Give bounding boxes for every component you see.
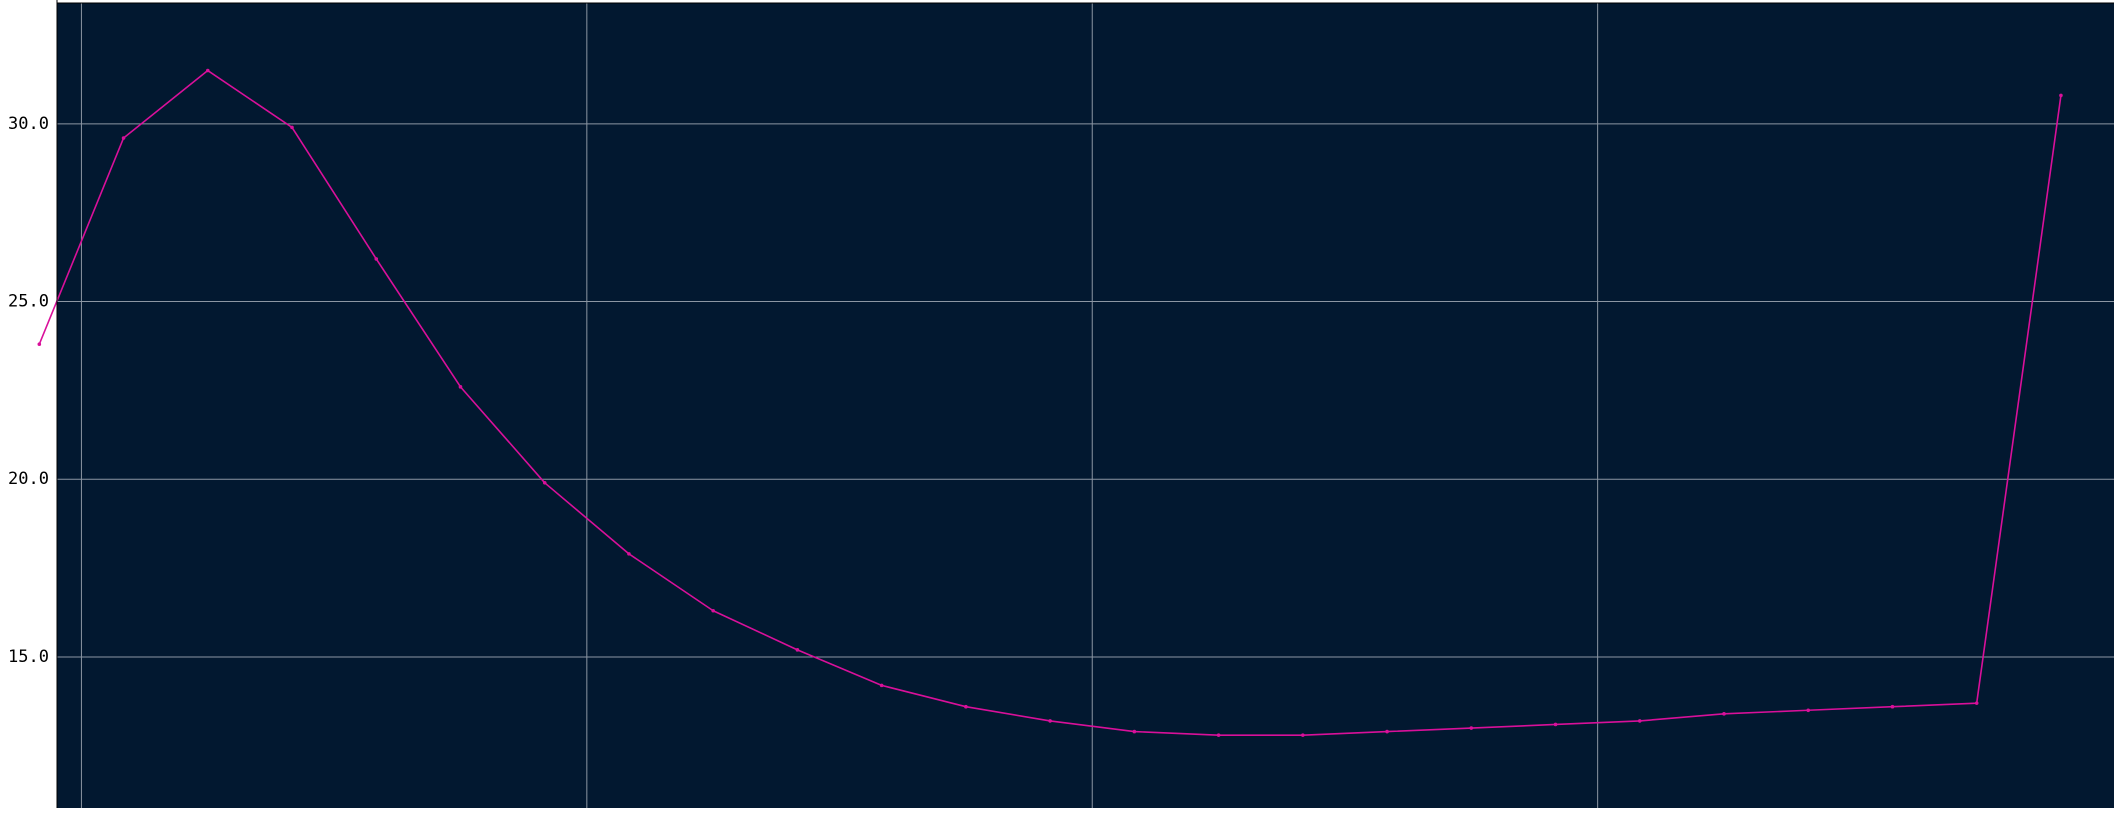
data-point bbox=[543, 481, 547, 485]
data-point bbox=[1554, 723, 1558, 727]
data-point bbox=[1469, 726, 1473, 730]
data-point bbox=[964, 705, 968, 709]
data-point bbox=[796, 648, 800, 652]
data-point bbox=[2059, 94, 2063, 98]
data-point bbox=[1133, 730, 1137, 734]
data-point bbox=[1806, 708, 1810, 712]
data-point bbox=[1638, 719, 1642, 723]
data-point bbox=[122, 136, 126, 140]
data-point bbox=[1217, 733, 1221, 737]
data-point bbox=[1975, 701, 1979, 705]
data-point bbox=[38, 342, 42, 346]
data-point bbox=[290, 126, 294, 130]
data-point bbox=[374, 257, 378, 261]
data-point bbox=[1385, 730, 1389, 734]
y-tick-label: 25.0 bbox=[8, 292, 49, 312]
data-point bbox=[627, 552, 631, 556]
data-point bbox=[206, 69, 210, 73]
data-point bbox=[880, 684, 884, 688]
y-tick-label: 15.0 bbox=[8, 647, 49, 667]
data-point bbox=[711, 609, 715, 613]
data-point bbox=[459, 385, 463, 389]
y-tick-label: 30.0 bbox=[8, 114, 49, 134]
data-point bbox=[1048, 719, 1052, 723]
data-point bbox=[1891, 705, 1895, 709]
y-tick-label: 20.0 bbox=[8, 469, 49, 489]
data-point bbox=[1301, 733, 1305, 737]
data-point bbox=[1722, 712, 1726, 716]
